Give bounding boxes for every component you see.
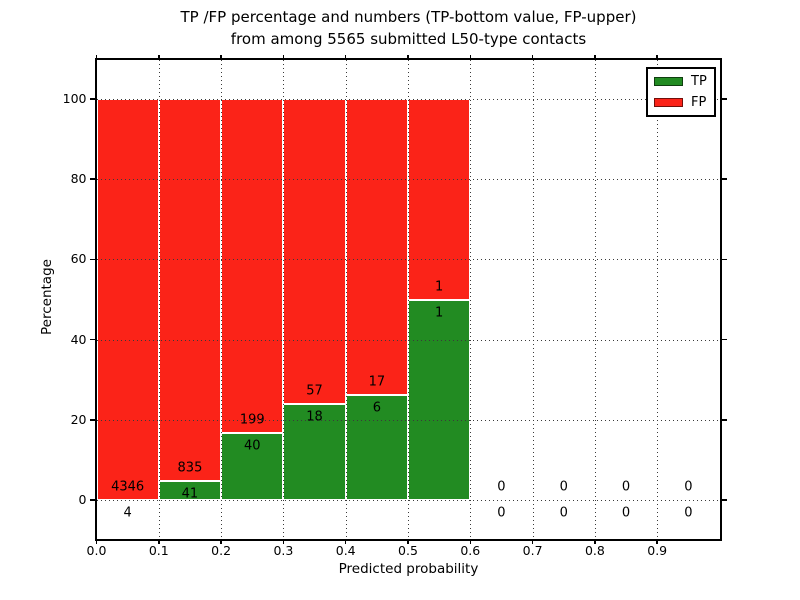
tp-color-swatch xyxy=(654,77,683,86)
fp-count-label: 4346 xyxy=(111,479,145,495)
chart-title-line2: from among 5565 submitted L50-type conta… xyxy=(230,30,587,48)
y-tick xyxy=(89,258,95,261)
x-axis-label: Predicted probability xyxy=(338,561,479,577)
x-tick xyxy=(344,539,347,544)
x-tick-top xyxy=(656,55,658,60)
tp-count-label: 0 xyxy=(559,505,568,521)
fp-count-label: 17 xyxy=(368,374,386,390)
x-tick-top xyxy=(344,55,347,60)
x-tick xyxy=(469,539,472,544)
bar-fp-segment xyxy=(221,99,284,433)
x-tick xyxy=(656,539,658,544)
v-gridline xyxy=(470,60,472,539)
y-tick-right xyxy=(721,258,727,261)
y-tick xyxy=(89,338,95,341)
fp-count-label: 0 xyxy=(621,479,631,495)
x-tick-top xyxy=(95,55,98,60)
x-tick-top xyxy=(531,55,534,60)
tp-count-label: 6 xyxy=(372,400,381,416)
x-tick-label: 0.3 xyxy=(273,543,294,558)
bar-fp-segment xyxy=(345,99,408,396)
x-tick xyxy=(594,539,596,544)
chart-title: TP /FP percentage and numbers (TP-bottom… xyxy=(96,6,721,50)
x-tick-top xyxy=(220,55,222,60)
tp-count-label: 40 xyxy=(243,438,261,454)
bar-tp-segment xyxy=(283,403,346,500)
legend-item-tp: TP xyxy=(654,73,707,90)
y-tick-label: 80 xyxy=(70,171,87,187)
tp-count-label: 4 xyxy=(123,505,132,521)
x-tick-label: 0.9 xyxy=(647,543,668,558)
legend-label: FP xyxy=(691,95,707,110)
bar-fp-segment xyxy=(283,99,346,404)
bar-fp-segment xyxy=(96,99,159,500)
x-tick-top xyxy=(282,55,285,60)
fp-count-label: 0 xyxy=(559,479,568,495)
bar-tp-segment xyxy=(96,499,159,502)
tp-count-label: 1 xyxy=(435,305,444,320)
y-tick xyxy=(89,419,95,421)
y-tick-label: 40 xyxy=(70,331,87,347)
x-tick-label: 0.5 xyxy=(398,543,418,558)
x-tick-top xyxy=(594,55,596,60)
y-tick-label: 60 xyxy=(70,251,87,267)
x-tick-top xyxy=(158,55,160,60)
y-tick-right xyxy=(721,178,727,180)
fp-color-swatch xyxy=(654,98,683,107)
tp-count-label: 41 xyxy=(181,486,199,502)
x-tick xyxy=(220,539,222,544)
fp-count-label: 57 xyxy=(306,383,323,399)
y-tick xyxy=(89,178,95,180)
bar-tp-segment xyxy=(408,299,471,500)
bar-fp-segment xyxy=(158,99,222,482)
tp-count-label: 18 xyxy=(306,409,323,425)
chart-title-line1: TP /FP percentage and numbers (TP-bottom… xyxy=(180,8,637,26)
tp-count-label: 0 xyxy=(684,505,693,521)
x-tick-label: 0.1 xyxy=(148,543,169,558)
x-tick-label: 0.4 xyxy=(335,543,356,558)
x-tick xyxy=(531,539,534,544)
y-tick xyxy=(89,98,95,100)
y-tick-right xyxy=(721,419,727,421)
x-tick-label: 0.2 xyxy=(211,543,232,558)
y-tick-label: 100 xyxy=(62,91,87,106)
y-tick-right xyxy=(721,98,727,100)
legend: TP FP xyxy=(646,67,716,117)
v-gridline xyxy=(594,60,596,539)
x-tick xyxy=(407,539,409,544)
y-tick-right xyxy=(721,499,727,501)
y-tick xyxy=(89,499,95,501)
x-tick-label: 0.0 xyxy=(86,543,107,558)
tp-count-label: 0 xyxy=(621,505,631,521)
x-tick xyxy=(95,539,98,544)
x-tick xyxy=(282,539,285,544)
v-gridline xyxy=(532,60,534,539)
x-tick-top xyxy=(469,55,472,60)
fp-count-label: 199 xyxy=(239,412,265,428)
fp-count-label: 835 xyxy=(177,460,203,476)
x-tick-label: 0.8 xyxy=(584,543,605,558)
tp-count-label: 0 xyxy=(497,505,506,521)
bar-tp-segment xyxy=(221,432,284,500)
x-tick xyxy=(158,539,160,544)
fp-count-label: 1 xyxy=(435,279,444,294)
legend-label: TP xyxy=(691,74,707,89)
y-tick-label: 20 xyxy=(70,411,87,427)
y-tick-label: 0 xyxy=(78,492,87,507)
bar-tp-segment xyxy=(345,395,408,500)
v-gridline xyxy=(657,60,659,539)
fp-count-label: 0 xyxy=(684,479,693,495)
fp-count-label: 0 xyxy=(497,479,506,495)
x-tick-top xyxy=(407,55,409,60)
x-tick-label: 0.6 xyxy=(460,543,481,558)
bar-fp-segment xyxy=(408,99,471,300)
y-tick-right xyxy=(721,338,727,341)
legend-item-fp: FP xyxy=(654,94,707,111)
x-tick-label: 0.7 xyxy=(522,543,543,558)
